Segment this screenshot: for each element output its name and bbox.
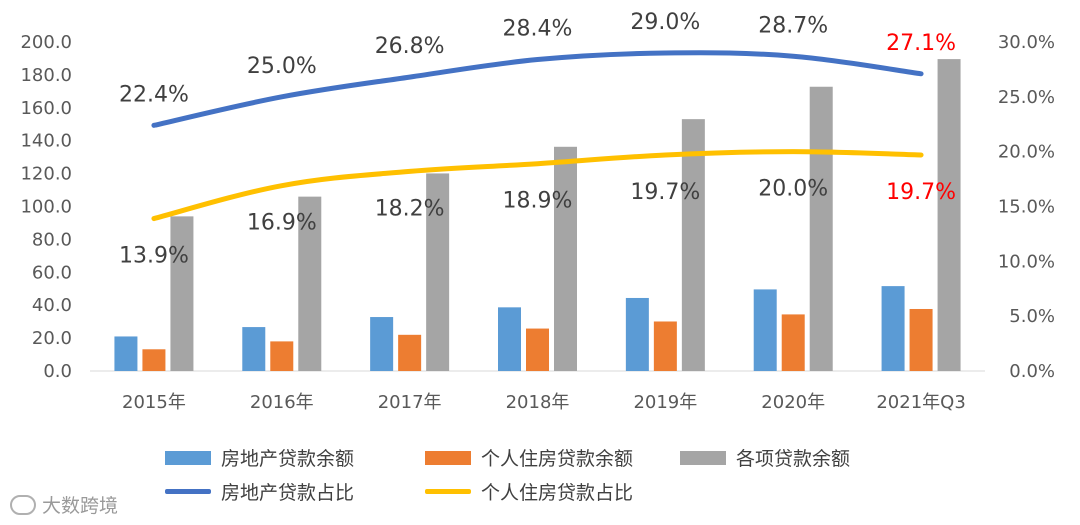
x-tick-label: 2019年 <box>633 392 697 413</box>
y-right-tick-label: 25.0% <box>998 87 1055 108</box>
y-left-tick-label: 80.0 <box>32 229 72 250</box>
y-right-tick-label: 10.0% <box>998 251 1055 272</box>
y-right-tick-label: 15.0% <box>998 197 1055 218</box>
legend-label: 房地产贷款占比 <box>221 482 355 504</box>
watermark: 大数跨境 <box>10 491 118 518</box>
legend-label: 个人住房贷款余额 <box>481 448 634 470</box>
data-label: 16.9% <box>247 211 317 236</box>
y-left-tick-label: 160.0 <box>20 98 72 119</box>
line-series-2 <box>151 149 924 222</box>
bar-2 <box>270 341 294 371</box>
legend-line-blue <box>165 489 211 494</box>
line-series-1 <box>151 50 924 128</box>
x-tick-label: 2017年 <box>378 392 442 413</box>
legend-bar-personal-housing: 个人住房贷款余额 <box>425 444 633 471</box>
bar-1 <box>242 327 266 371</box>
legend-swatch-orange <box>425 450 471 465</box>
x-tick-label: 2021年Q3 <box>876 392 965 413</box>
bar-2 <box>398 334 422 371</box>
watermark-text: 大数跨境 <box>42 495 119 517</box>
bar-2 <box>653 321 677 371</box>
combo-chart: 0.0 20.0 40.0 60.0 80.0 100.0 120.0 140.0 160.0 1… <box>20 10 1055 413</box>
bar-1 <box>881 286 905 371</box>
data-label: 22.4% <box>119 82 189 107</box>
y-left-tick-label: 60.0 <box>32 262 72 283</box>
y-right-tick-label: 20.0% <box>998 142 1055 163</box>
y-right-tick-label: 30.0% <box>998 32 1055 53</box>
x-tick-label: 2016年 <box>250 392 314 413</box>
y-left-tick-label: 20.0 <box>32 328 72 349</box>
legend-swatch-gray <box>680 450 726 465</box>
bar-3 <box>809 86 833 371</box>
y-left-tick-label: 100.0 <box>20 197 72 218</box>
data-label: 19.7% <box>886 180 956 205</box>
legend-label: 各项贷款余额 <box>736 448 851 470</box>
bar-3 <box>426 173 450 371</box>
data-label: 19.7% <box>630 180 700 205</box>
y-left-tick-label: 0.0 <box>43 361 72 382</box>
data-label: 25.0% <box>247 54 317 79</box>
legend-swatch-blue <box>165 450 211 465</box>
bar-3 <box>554 146 577 371</box>
data-label: 28.4% <box>503 17 573 42</box>
bar-2 <box>781 314 805 371</box>
bar-3 <box>170 216 194 371</box>
y-left-tick-label: 40.0 <box>32 295 72 316</box>
x-tick-label: 2018年 <box>506 392 570 413</box>
y-left-tick-label: 180.0 <box>20 65 72 86</box>
x-tick-label: 2020年 <box>761 392 825 413</box>
bar-1 <box>114 336 138 371</box>
data-label: 28.7% <box>758 13 828 38</box>
legend-line-personal-housing-share: 个人住房贷款占比 <box>425 478 633 505</box>
legend-line-real-estate-share: 房地产贷款占比 <box>165 478 354 505</box>
legend-label: 个人住房贷款占比 <box>481 482 634 504</box>
bar-1 <box>498 307 521 371</box>
y-left-tick-label: 200.0 <box>20 32 72 53</box>
bar-3 <box>298 196 322 371</box>
y-right-tick-label: 0.0% <box>1009 361 1055 382</box>
data-label: 18.9% <box>503 189 573 214</box>
bar-2 <box>142 349 166 371</box>
y-right-tick-label: 5.0% <box>1009 306 1055 327</box>
bar-2 <box>909 308 933 371</box>
data-label: 13.9% <box>119 244 189 269</box>
bar-1 <box>753 289 777 371</box>
data-label: 26.8% <box>375 34 445 59</box>
bar-1 <box>370 317 394 371</box>
bar-1 <box>625 297 649 371</box>
bar-3 <box>937 59 961 371</box>
data-label: 18.2% <box>375 196 445 221</box>
x-tick-label: 2015年 <box>122 392 186 413</box>
data-label: 27.1% <box>886 31 956 56</box>
watermark-logo-icon <box>10 494 36 515</box>
data-label: 29.0% <box>630 10 700 35</box>
y-left-tick-label: 140.0 <box>20 131 72 152</box>
legend-bar-total-loans: 各项贷款余额 <box>680 444 850 471</box>
legend-line-yellow <box>425 489 471 494</box>
bar-3 <box>681 119 705 371</box>
bar-2 <box>526 328 549 371</box>
legend-label: 房地产贷款余额 <box>221 448 355 470</box>
legend-bar-real-estate: 房地产贷款余额 <box>165 444 354 471</box>
y-left-tick-label: 120.0 <box>20 164 72 185</box>
data-label: 20.0% <box>758 177 828 202</box>
